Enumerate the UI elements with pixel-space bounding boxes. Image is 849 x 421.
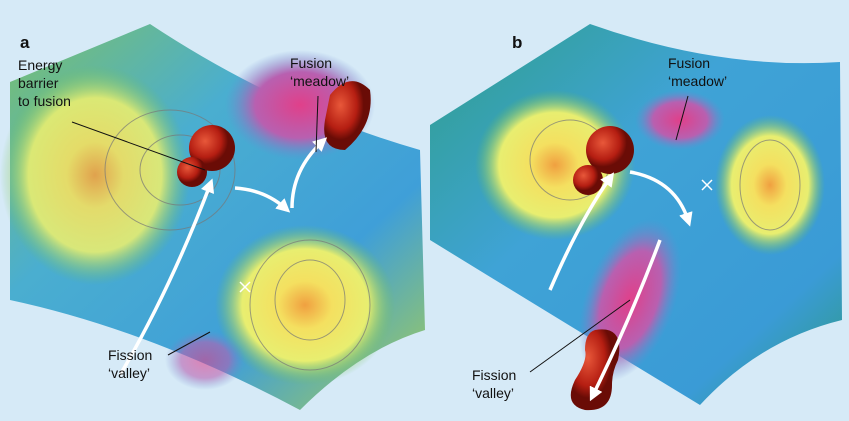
figure: a b Energy barrier to fusion Fusion ‘mea… xyxy=(0,0,849,421)
annotation-line: ‘meadow’ xyxy=(290,73,349,89)
panel-label: b xyxy=(512,33,522,52)
annotation-line: ‘valley’ xyxy=(472,385,514,401)
annotation-line: ‘meadow’ xyxy=(668,73,727,89)
annotation-line: Fission xyxy=(472,367,516,383)
panel-label: a xyxy=(20,33,30,52)
annotation-line: Fusion xyxy=(290,55,332,71)
annotation-line: to fusion xyxy=(18,93,71,109)
annotation-line: Energy xyxy=(18,57,62,73)
annotation-line: barrier xyxy=(18,75,59,91)
annotation-line: ‘valley’ xyxy=(108,365,150,381)
annotation-line: Fission xyxy=(108,347,152,363)
annotation-line: Fusion xyxy=(668,55,710,71)
